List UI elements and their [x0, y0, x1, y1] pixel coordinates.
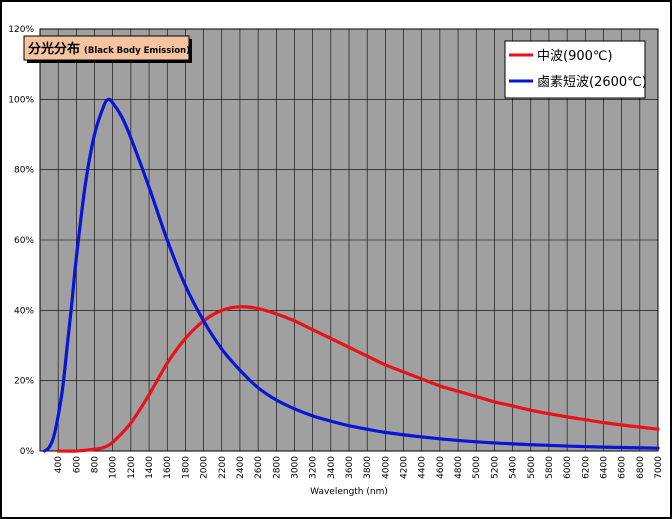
legend: 中波(900℃) 鹵素短波(2600℃) [504, 40, 647, 99]
x-tick-label: 6800 [636, 456, 646, 479]
x-tick-label: 600 [72, 456, 82, 473]
y-tick-label: 0% [20, 447, 35, 457]
series-lines [42, 97, 660, 453]
title-box-background [23, 35, 190, 61]
series-line-1 [42, 97, 660, 453]
x-tick-label: 5200 [490, 456, 500, 479]
x-tick-label: 5400 [509, 456, 519, 479]
x-tick-label: 1400 [145, 456, 155, 479]
y-tick-label: 120% [8, 25, 34, 35]
y-tick-label: 20% [14, 377, 34, 387]
legend-label-halogen-short-wave: 鹵素短波(2600℃) [537, 75, 647, 90]
gridlines [40, 28, 659, 452]
x-tick-label: 1800 [181, 456, 191, 479]
y-tick-label: 80% [14, 166, 34, 176]
chart-title-box: 分光分布 (Black Body Emission) [23, 35, 192, 63]
x-tick-label: 4400 [418, 456, 428, 479]
x-tick-label: 800 [91, 456, 101, 473]
x-tick-label: 3400 [327, 456, 337, 479]
x-tick-label: 5800 [545, 456, 555, 479]
x-tick-label: 5000 [472, 456, 482, 479]
x-tick-label: 1600 [163, 456, 173, 479]
x-tick-label: 2000 [200, 456, 210, 479]
x-tick-label: 3200 [309, 456, 319, 479]
x-tick-label: 7000 [654, 456, 664, 479]
y-tick-label: 100% [8, 95, 34, 105]
x-tick-label: 2600 [254, 456, 264, 479]
x-tick-label: 3800 [363, 456, 373, 479]
x-tick-label: 6000 [563, 456, 573, 479]
y-tick-label: 40% [14, 306, 34, 316]
title-sub: (Black Body Emission) [84, 46, 190, 56]
legend-label-mid-wave: 中波(900℃) [537, 49, 613, 64]
x-tick-label: 5600 [527, 456, 537, 479]
legend-box [504, 40, 646, 99]
x-axis-label: Wavelength (nm) [310, 487, 388, 497]
x-tick-label: 2400 [236, 456, 246, 479]
title-main: 分光分布 [28, 41, 80, 57]
x-tick-labels: 400 600 800 1000 1200 1400 1600 1800 2000 2200 240… [54, 456, 664, 479]
x-tick-label: 4800 [454, 456, 464, 479]
x-tick-label: 2800 [272, 456, 282, 479]
y-tick-labels: 0% 20% 40% 60% 80% 100% 120% [8, 25, 34, 457]
x-tick-label: 1000 [109, 456, 119, 479]
x-tick-label: 4600 [436, 456, 446, 479]
x-tick-label: 2200 [218, 456, 228, 479]
x-tick-label: 1200 [127, 456, 137, 479]
x-tick-label: 6200 [581, 456, 591, 479]
chart-title: 分光分布 (Black Body Emission) [28, 41, 190, 57]
x-tick-label: 4000 [381, 456, 391, 479]
x-tick-label: 3600 [345, 456, 355, 479]
x-tick-label: 4200 [400, 456, 410, 479]
y-tick-label: 60% [14, 236, 34, 246]
series-line-0 [56, 305, 660, 453]
x-tick-label: 6400 [599, 456, 609, 479]
x-tick-label: 6600 [618, 456, 628, 479]
x-tick-label: 3000 [290, 456, 300, 479]
x-tick-label: 400 [54, 456, 64, 473]
